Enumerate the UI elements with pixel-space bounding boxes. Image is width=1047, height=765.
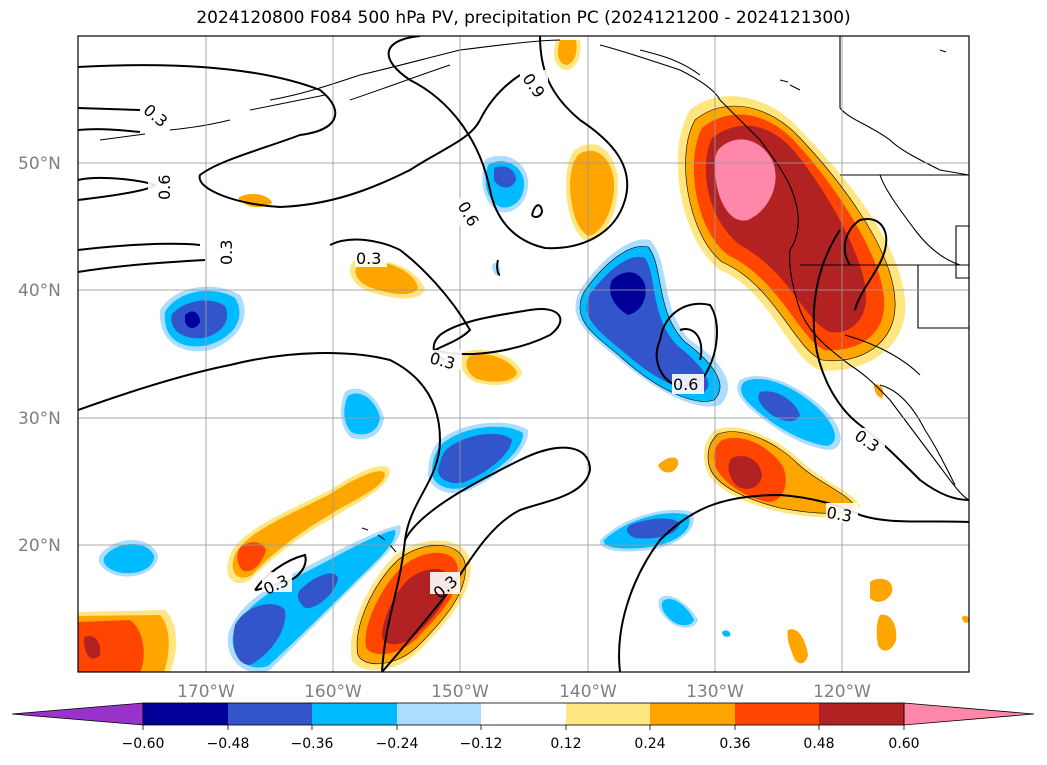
colorbar-tick-label: −0.36: [291, 736, 334, 752]
neg-blob-170w-38n: [159, 286, 245, 352]
lon-label: 160°W: [304, 682, 362, 702]
lon-label: 170°W: [177, 682, 235, 702]
lon-label: 150°W: [431, 682, 489, 702]
lat-label: 40°N: [18, 281, 61, 301]
lat-label: 50°N: [18, 154, 61, 174]
contour-labels: 0.3 0.6 0.9 0.6 0.3 0.3 0.6 0.3 0.3 0.3 …: [140, 70, 885, 603]
precip-band-west: [227, 466, 390, 584]
neg-blob-128w-32n: [737, 376, 841, 450]
colorbar-swatch: [397, 703, 481, 725]
colorbar-tick-label: −0.12: [460, 736, 503, 752]
lon-label: 140°W: [559, 682, 617, 702]
coastlines: [269, 36, 969, 501]
neg-blob-160w-32n: [340, 388, 384, 440]
contour-label: 0.6: [673, 375, 698, 394]
colorbar-swatch: [650, 703, 735, 725]
precip-blob-sw: [78, 610, 177, 672]
colorbar-swatch: [481, 703, 566, 725]
colorbar-swatch: [312, 703, 397, 725]
colorbar-swatch: [735, 703, 819, 725]
map-title: 2024120800 F084 500 hPa PV, precipitatio…: [196, 8, 851, 28]
lon-label: 130°W: [686, 682, 744, 702]
colorbar-tick-label: 0.12: [550, 736, 581, 752]
colorbar-tick-label: −0.48: [207, 736, 250, 752]
colorbar-tick-label: 0.60: [888, 736, 919, 752]
contour-label: 0.3: [356, 249, 381, 268]
precip-blob-152w: [350, 259, 425, 299]
lon-labels: 170°W 160°W 150°W 140°W 130°W 120°W: [177, 682, 871, 702]
lat-labels: 50°N 40°N 30°N 20°N: [18, 154, 61, 556]
colorbar-swatch: [566, 703, 650, 725]
precip-blob-top: [554, 40, 581, 70]
lat-label: 30°N: [18, 409, 61, 429]
precip-blob-140w: [565, 144, 619, 242]
map-frame: [77, 35, 970, 673]
colorbar-tick-label: −0.60: [122, 736, 165, 752]
neg-blob-136w-15n: [658, 595, 698, 628]
neg-blob-150w-27n: [428, 422, 529, 494]
contour-label: 0.3: [825, 503, 853, 526]
contour-label: 0.6: [155, 175, 174, 200]
colorbar-swatch: [819, 703, 904, 725]
colorbar-swatch: [228, 703, 312, 725]
neg-band-sw: [227, 525, 401, 672]
colorbar-arrow-max: [903, 702, 1035, 726]
contour-label: 0.3: [217, 240, 236, 265]
neg-blob-148w-48n: [482, 155, 529, 213]
colorbar-tick-label: −0.24: [376, 736, 419, 752]
colorbar-tick-label: 0.48: [803, 736, 834, 752]
lat-label: 20°N: [18, 536, 61, 556]
lon-label: 120°W: [813, 682, 871, 702]
colorbar-tick-label: 0.36: [719, 736, 750, 752]
colorbar: −0.60 −0.48 −0.36 −0.24 −0.12 0.12 0.24 …: [11, 702, 1035, 752]
island-details: [99, 49, 947, 553]
colorbar-swatch: [143, 703, 228, 725]
colorbar-tick-label: 0.24: [634, 736, 665, 752]
neg-blob-135w-20n: [599, 509, 694, 552]
precip-blob-125w: [704, 427, 860, 518]
pc-outlines: [356, 105, 896, 665]
neg-blob-175w-20n: [98, 540, 158, 577]
colorbar-arrow-min: [11, 702, 144, 726]
precip-anomaly-fields: [78, 36, 969, 672]
precip-blob-147w: [461, 349, 522, 385]
precip-blob-coast: [677, 96, 906, 371]
neg-blob-140w-38n: [575, 239, 729, 407]
